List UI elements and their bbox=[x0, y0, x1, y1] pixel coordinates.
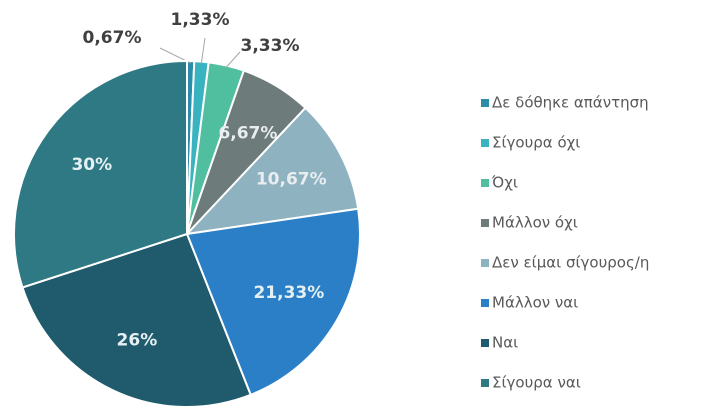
legend-label: Ναι bbox=[492, 334, 518, 352]
legend-swatch bbox=[481, 139, 489, 147]
data-label: 3,33% bbox=[241, 36, 300, 56]
pie-slice bbox=[13, 59, 188, 289]
legend-label: Όχι bbox=[491, 174, 518, 192]
data-label: 30% bbox=[71, 155, 112, 175]
legend-swatch bbox=[481, 179, 489, 187]
legend-swatch bbox=[481, 299, 489, 307]
leader-line bbox=[225, 51, 241, 68]
legend-swatch bbox=[481, 379, 489, 387]
data-label: 26% bbox=[117, 330, 158, 350]
legend-label: Μάλλον όχι bbox=[492, 214, 578, 232]
data-label: 0,67% bbox=[83, 28, 142, 48]
data-label: 10,67% bbox=[256, 170, 327, 190]
leader-line bbox=[200, 37, 206, 64]
pie-slice bbox=[184, 106, 360, 236]
legend-label: Μάλλον ναι bbox=[492, 294, 578, 312]
legend-label: Σίγουρα ναι bbox=[492, 374, 581, 392]
legend-label: Δεν είμαι σίγουρος/η bbox=[492, 254, 649, 272]
legend-label: Δε δόθηκε απάντηση bbox=[492, 94, 649, 112]
data-label: 6,67% bbox=[218, 123, 277, 143]
legend-swatch bbox=[481, 219, 489, 227]
legend-label: Σίγουρα όχι bbox=[492, 134, 580, 152]
pie-slice bbox=[185, 207, 361, 397]
pie-slice bbox=[21, 232, 252, 407]
legend-swatch bbox=[481, 259, 489, 267]
data-label: 21,33% bbox=[253, 283, 324, 303]
legend-swatch bbox=[481, 339, 489, 347]
data-label: 1,33% bbox=[171, 10, 230, 30]
legend-swatch bbox=[481, 99, 489, 107]
